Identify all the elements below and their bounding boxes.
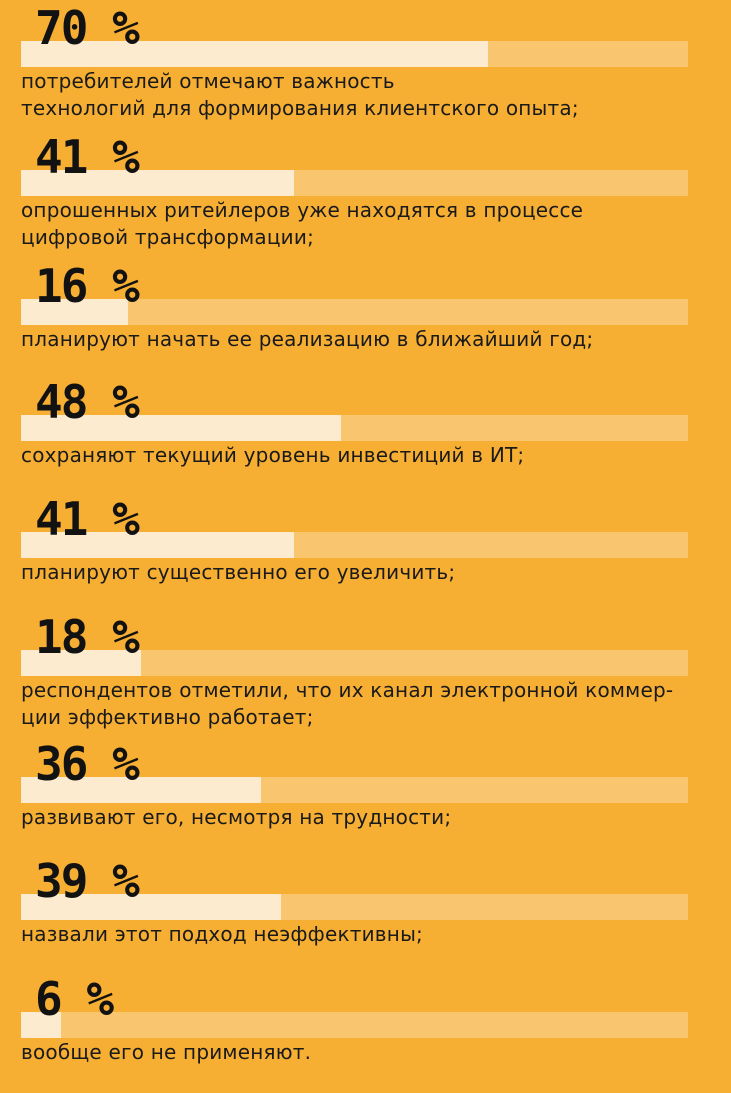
stat-value: 18 % [35,610,140,664]
bar-track [21,650,688,676]
bar-fill [21,777,261,803]
bar-fill [21,532,294,558]
stat-description: планируют существенно его увеличить; [21,560,456,584]
bar-track [21,41,688,67]
stat-description: развивают его, несмотря на трудности; [21,805,452,829]
bar-fill [21,41,488,67]
stat-description: вообще его не применяют. [21,1040,312,1064]
bar-fill [21,894,281,920]
stat-description: потребителей отмечают важность технологи… [21,69,579,120]
stat-value: 41 % [35,492,140,546]
bar-track [21,299,688,325]
stat-item: 6 % вообще его не применяют. [21,972,688,1093]
bar-track [21,415,688,441]
stat-description: опрошенных ритейлеров уже находятся в пр… [21,198,584,249]
bar-fill [21,299,128,325]
bar-fill [21,170,294,196]
stat-item: 36 % развивают его, несмотря на трудност… [21,737,688,858]
stat-description: сохраняют текущий уровень инвестиций в И… [21,443,525,467]
stat-value: 70 % [35,1,140,55]
stat-description: респондентов отметили, что их канал элек… [21,678,674,729]
stat-value: 16 % [35,259,140,313]
stat-item: 18 % респондентов отметили, что их канал… [21,610,688,731]
stat-value: 6 % [35,972,114,1026]
bar-track [21,1012,688,1038]
stat-item: 41 % опрошенных ритейлеров уже находятся… [21,130,688,251]
stat-item: 39 % назвали этот подход неэффективны; [21,854,688,975]
bar-track [21,532,688,558]
stat-value: 48 % [35,375,140,429]
stat-description: планируют начать ее реализацию в ближайш… [21,327,594,351]
stat-value: 36 % [35,737,140,791]
bar-track [21,894,688,920]
stat-value: 41 % [35,130,140,184]
bar-track [21,170,688,196]
bar-fill [21,1012,61,1038]
stat-value: 39 % [35,854,140,908]
bar-fill [21,650,141,676]
stat-item: 48 % сохраняют текущий уровень инвестици… [21,375,688,496]
stat-description: назвали этот подход неэффективны; [21,922,424,946]
stat-item: 41 % планируют существенно его увеличить… [21,492,688,613]
stat-item: 70 % потребителей отмечают важность техн… [21,1,688,122]
bar-track [21,777,688,803]
bar-fill [21,415,341,441]
stat-item: 16 % планируют начать ее реализацию в бл… [21,259,688,380]
